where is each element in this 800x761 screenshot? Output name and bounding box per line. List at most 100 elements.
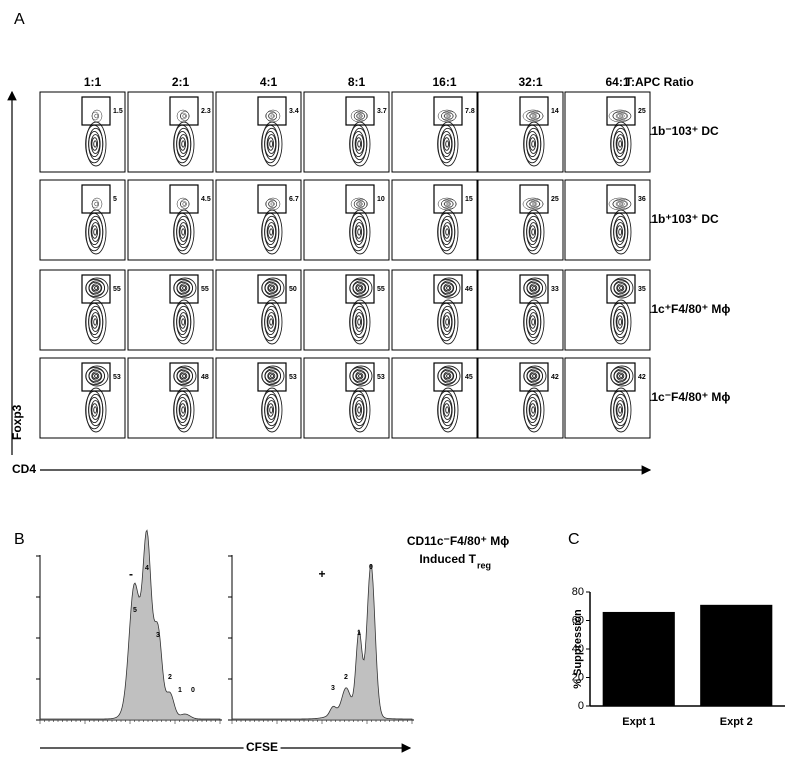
contour: [529, 112, 540, 120]
contour: [267, 137, 275, 151]
contour: [179, 225, 187, 239]
contour: [610, 365, 634, 387]
contour: [93, 406, 98, 414]
ratio-label: 64:1: [605, 75, 629, 89]
contour: [267, 283, 278, 293]
contour: [619, 374, 624, 378]
gate: [433, 96, 463, 126]
histogram: [39, 529, 221, 721]
contour: [443, 403, 451, 417]
contour: [619, 202, 624, 206]
gate: [606, 96, 636, 126]
gate-value: 14: [551, 108, 559, 115]
contour: [356, 113, 363, 119]
contour: [529, 225, 537, 239]
gate-value: 7.8: [465, 108, 475, 115]
contour: [610, 387, 632, 433]
contour: [356, 372, 364, 380]
contour: [443, 137, 451, 151]
contour: [261, 277, 285, 299]
contour: [523, 387, 545, 433]
contour: [85, 209, 107, 255]
contour: [270, 202, 274, 206]
contour: [612, 199, 628, 209]
gate: [257, 96, 287, 126]
ratio-header: T:APC Ratio: [625, 75, 694, 89]
contour: [265, 110, 278, 122]
contour: [529, 283, 540, 293]
peak-label: 1: [357, 630, 361, 637]
contour: [357, 318, 362, 326]
contour: [180, 284, 188, 292]
contour: [529, 200, 540, 208]
contour: [532, 286, 537, 290]
contour: [530, 372, 538, 380]
gate-value: 45: [465, 374, 473, 381]
contour: [443, 200, 454, 208]
y-tick-label: 0: [578, 700, 584, 712]
contour: [181, 406, 186, 414]
peak-label: 0: [369, 564, 373, 571]
contour: [349, 277, 373, 299]
contour: [616, 113, 625, 119]
gate: [519, 274, 549, 304]
contour: [446, 286, 451, 290]
contour: [353, 110, 368, 122]
gate: [606, 184, 636, 214]
contour: [529, 371, 540, 381]
contour: [443, 112, 454, 120]
contour: [92, 284, 100, 292]
contour: [437, 365, 461, 387]
contour: [445, 228, 450, 236]
contour: [617, 372, 625, 380]
contour: [92, 372, 100, 380]
contour: [269, 406, 274, 414]
gate: [81, 362, 111, 392]
row-label: CD11c⁻F4/80⁺ Mϕ: [628, 390, 730, 404]
contour: [355, 403, 363, 417]
contour: [355, 315, 363, 329]
contour: [267, 315, 275, 329]
contour: [357, 140, 362, 148]
contour: [446, 202, 450, 206]
y-axis-label: Foxp3: [10, 404, 24, 440]
gate-value: 3.7: [377, 108, 387, 115]
contour: [85, 387, 107, 433]
gate-value: 42: [638, 374, 646, 381]
contour: [529, 403, 537, 417]
contour: [268, 372, 276, 380]
contour: [529, 315, 537, 329]
contour: [179, 283, 190, 293]
contour: [443, 371, 454, 381]
gate: [81, 96, 111, 126]
contour: [94, 201, 99, 207]
contour: [612, 111, 628, 121]
contour: [444, 201, 451, 207]
contour: [444, 113, 451, 119]
contour: [269, 228, 274, 236]
contour: [269, 318, 274, 326]
gate-value: 53: [377, 374, 385, 381]
gate-value: 48: [201, 374, 209, 381]
gate: [257, 274, 287, 304]
contour: [619, 286, 624, 290]
contour: [616, 283, 627, 293]
peak-label: 2: [344, 674, 348, 681]
contour: [616, 201, 625, 207]
gate-value: 2.3: [201, 108, 211, 115]
peak-label: 2: [168, 674, 172, 681]
gate-value: 10: [377, 196, 385, 203]
contour: [180, 372, 188, 380]
gate: [433, 362, 463, 392]
gate-value: 15: [465, 196, 473, 203]
contour: [181, 318, 186, 326]
row-label: CD11c⁺F4/80⁺ Mϕ: [628, 302, 730, 316]
contour: [531, 140, 536, 148]
plot-frame: [215, 269, 302, 351]
contour: [173, 299, 195, 345]
contour: [443, 225, 451, 239]
peak-label: 4: [145, 565, 149, 572]
row-label: CD11b⁺103⁺ DC: [628, 212, 719, 226]
contour: [93, 318, 98, 326]
contour: [610, 299, 632, 345]
